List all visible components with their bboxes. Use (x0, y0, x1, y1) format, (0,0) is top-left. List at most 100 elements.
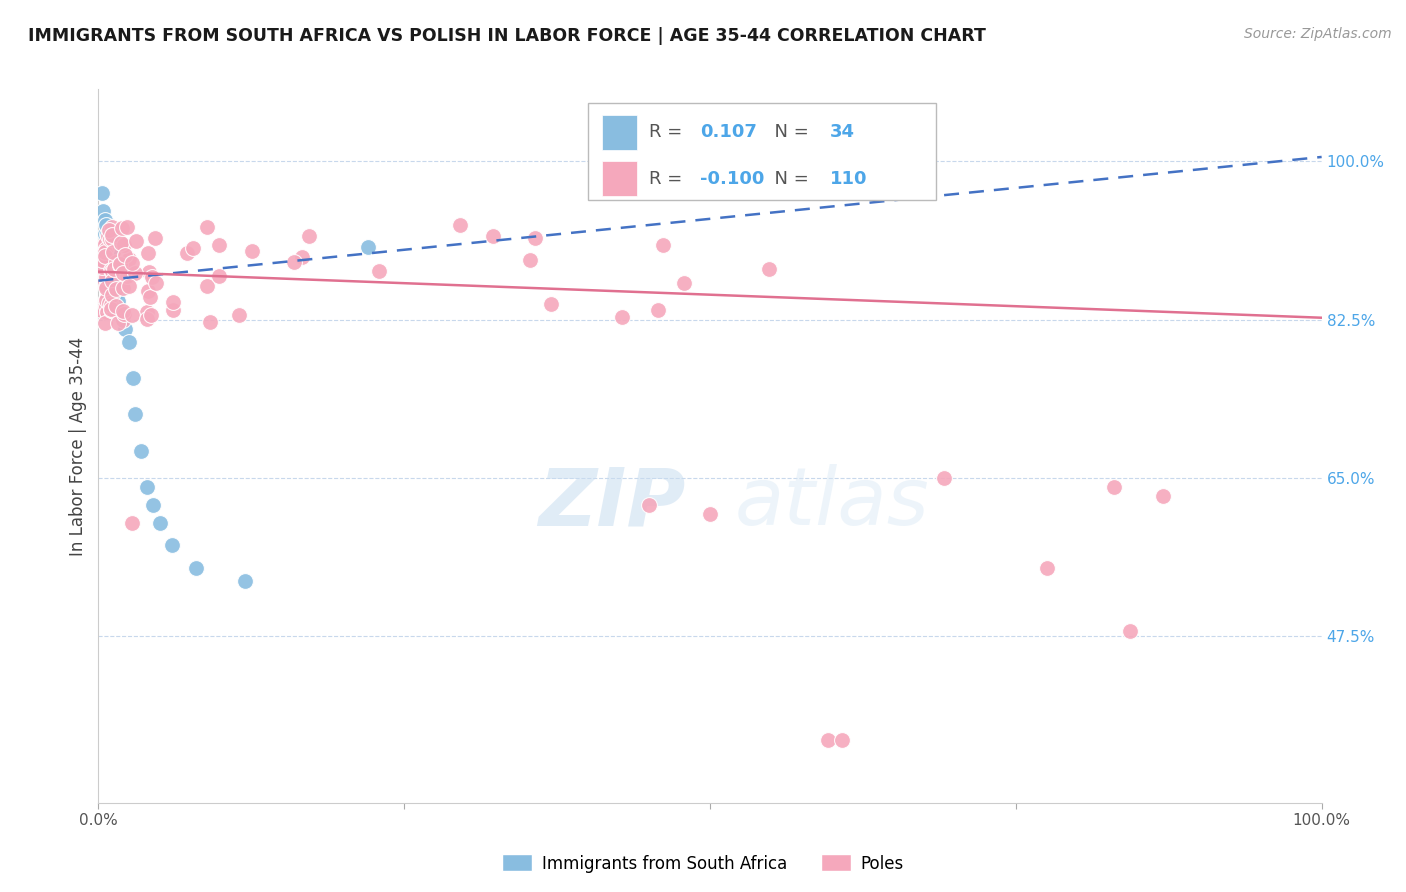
Point (651, 237, 673, 252)
Point (145, 277, 167, 291)
Text: IMMIGRANTS FROM SOUTH AFRICA VS POLISH IN LABOR FORCE | AGE 35-44 CORRELATION CH: IMMIGRANTS FROM SOUTH AFRICA VS POLISH I… (28, 27, 986, 45)
Point (112, 238, 135, 252)
Point (240, 244, 263, 258)
Point (96, 278, 118, 293)
Point (101, 232, 124, 246)
Point (96, 258, 118, 272)
Point (103, 261, 125, 276)
Point (91, 239, 114, 253)
Point (118, 252, 141, 267)
Point (108, 258, 131, 272)
Point (817, 732, 839, 747)
Point (121, 309, 143, 323)
Point (115, 269, 138, 284)
Text: ZIP: ZIP (538, 464, 686, 542)
Point (186, 561, 208, 575)
Point (136, 246, 159, 260)
Point (162, 294, 184, 309)
Point (94, 299, 117, 313)
Legend: Immigrants from South Africa, Poles: Immigrants from South Africa, Poles (495, 847, 911, 880)
Point (91, 204, 114, 219)
Point (97, 231, 120, 245)
Point (135, 312, 157, 326)
Point (121, 371, 143, 385)
Point (149, 516, 172, 530)
Point (105, 282, 128, 296)
Point (98, 295, 121, 310)
Point (111, 313, 134, 327)
Point (160, 538, 183, 552)
Point (112, 304, 135, 318)
Point (97, 268, 120, 282)
Point (121, 516, 143, 530)
Point (111, 266, 134, 280)
Point (101, 258, 124, 272)
Point (96, 305, 118, 319)
Point (195, 278, 218, 293)
Point (93, 299, 115, 313)
Point (176, 245, 198, 260)
Point (94, 236, 117, 251)
Point (114, 321, 136, 335)
Point (523, 230, 546, 244)
Point (101, 274, 124, 288)
Point (610, 310, 633, 325)
Text: N =: N = (762, 169, 814, 187)
Point (136, 284, 159, 298)
Point (228, 308, 250, 322)
Point (1036, 561, 1059, 575)
Point (356, 240, 378, 254)
Point (647, 303, 669, 318)
Point (233, 574, 256, 589)
Point (141, 269, 163, 284)
Point (105, 285, 128, 300)
Point (111, 312, 134, 326)
Point (540, 297, 562, 311)
Point (111, 221, 134, 235)
Point (104, 299, 127, 313)
Point (208, 268, 231, 283)
Point (100, 227, 122, 242)
Point (101, 244, 124, 259)
Point (93, 302, 115, 317)
Point (94, 249, 117, 263)
Text: atlas: atlas (734, 464, 929, 542)
Point (1152, 489, 1174, 503)
Point (94, 244, 117, 259)
Point (112, 308, 135, 322)
Point (101, 268, 124, 282)
Point (107, 294, 129, 309)
Text: Source: ZipAtlas.com: Source: ZipAtlas.com (1244, 27, 1392, 41)
Point (208, 238, 231, 252)
Point (110, 303, 132, 318)
Point (101, 264, 124, 278)
Point (93, 274, 115, 288)
Point (1119, 624, 1142, 639)
Point (139, 308, 162, 322)
Point (91, 260, 114, 275)
Text: R =: R = (650, 169, 688, 187)
Point (673, 277, 696, 291)
Point (181, 241, 204, 255)
Point (100, 302, 122, 317)
Point (96, 281, 118, 295)
Point (96, 270, 118, 285)
Point (110, 235, 132, 250)
Point (100, 272, 122, 286)
Point (118, 335, 141, 350)
Point (124, 267, 146, 281)
Point (93, 240, 115, 254)
Point (112, 280, 135, 294)
Point (195, 219, 218, 234)
Point (124, 408, 146, 422)
Text: 110: 110 (830, 169, 868, 187)
Point (368, 263, 391, 277)
Point (94, 245, 117, 260)
Point (699, 507, 721, 521)
Point (94, 316, 117, 330)
Point (98, 249, 121, 263)
Point (138, 290, 160, 304)
Point (143, 230, 166, 244)
Point (114, 248, 136, 262)
Point (291, 250, 314, 264)
